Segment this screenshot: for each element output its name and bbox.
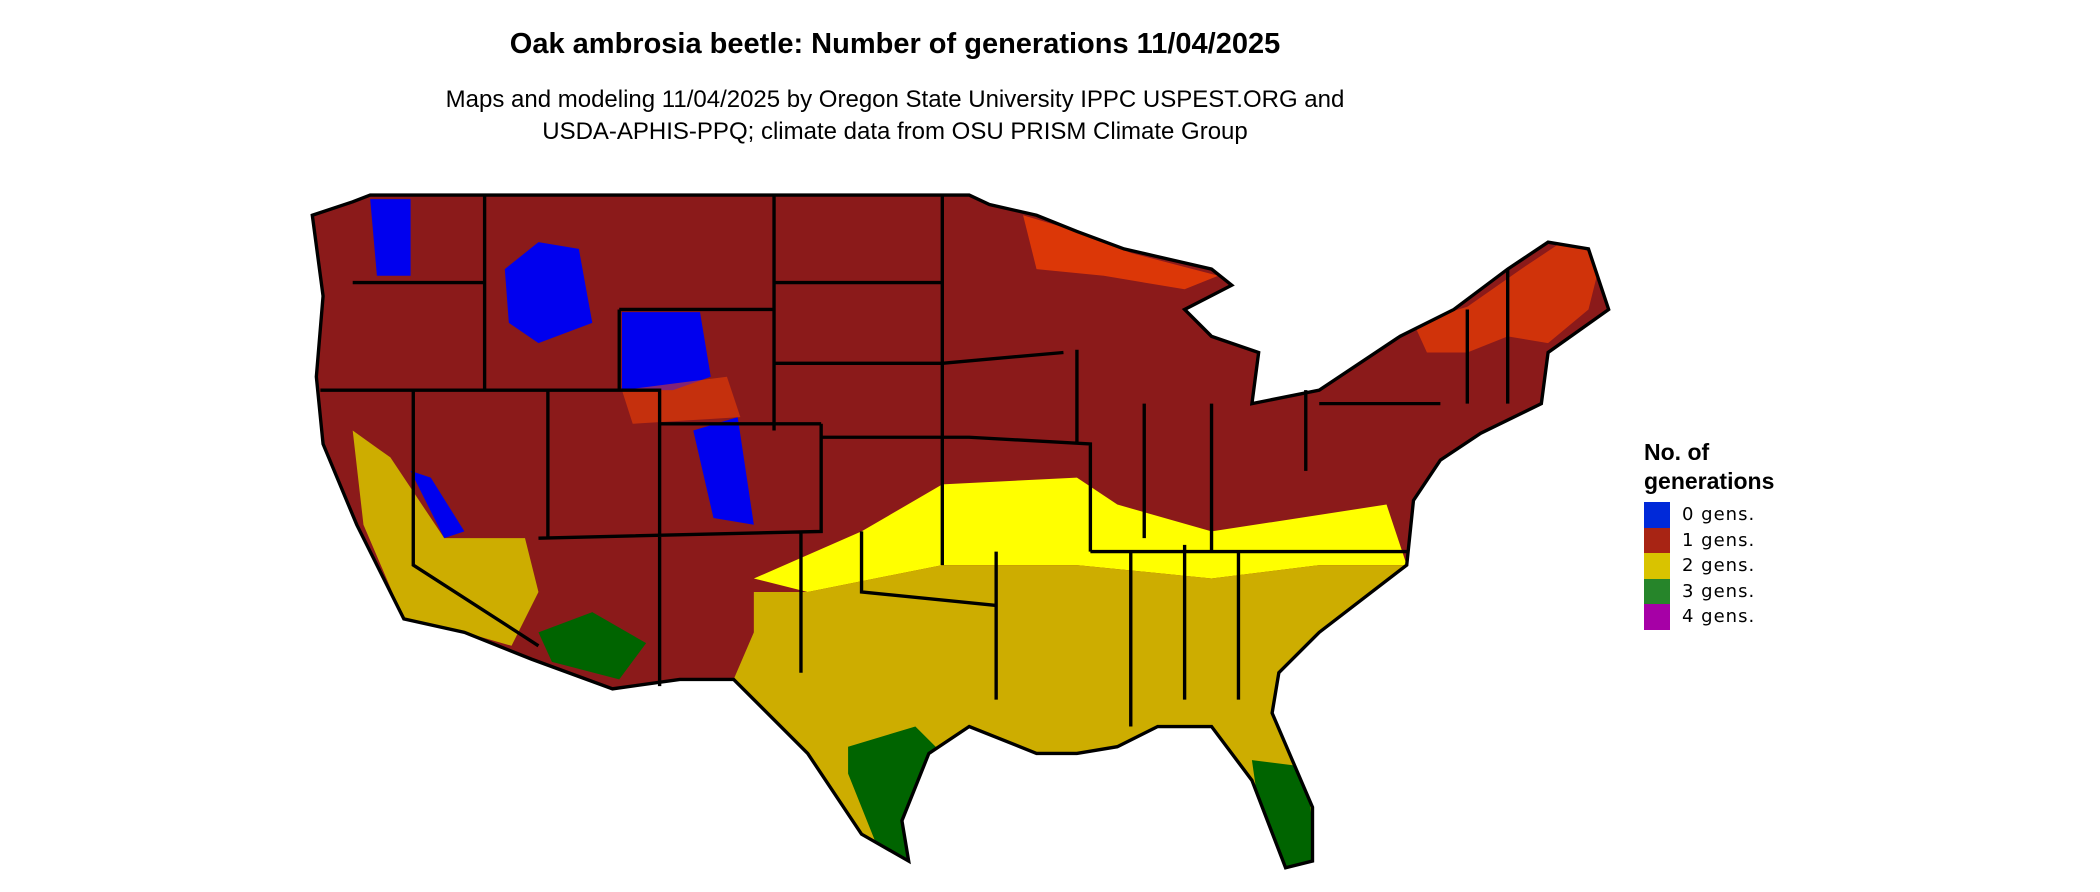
legend-item-0-gens: 0 gens. <box>1644 502 1774 528</box>
zero-gen-region-colorado <box>693 417 754 525</box>
legend-title-line1: No. of <box>1644 439 1710 465</box>
map-subtitle-line2: USDA-APHIS-PPQ; climate data from OSU PR… <box>542 118 1248 145</box>
legend-swatch <box>1644 578 1670 604</box>
legend-label: 2 gens. <box>1682 555 1756 577</box>
map-subtitle-line1: Maps and modeling 11/04/2025 by Oregon S… <box>445 86 1345 113</box>
legend-title-line2: generations <box>1644 468 1775 494</box>
one-gen-light-region-superior <box>1023 215 1219 290</box>
two-gen-light-band <box>753 477 1407 592</box>
legend-swatch <box>1644 553 1670 579</box>
two-gen-region-west <box>352 430 539 646</box>
legend-label: 4 gens. <box>1682 606 1756 628</box>
legend-item-2-gens: 2 gens. <box>1644 553 1774 579</box>
legend-label: 1 gens. <box>1682 529 1756 551</box>
legend-item-3-gens: 3 gens. <box>1644 578 1774 604</box>
three-gen-region-florida <box>1251 760 1317 868</box>
legend-label: 3 gens. <box>1682 580 1756 602</box>
legend-label: 0 gens. <box>1682 504 1756 526</box>
map-title: Oak ambrosia beetle: Number of generatio… <box>509 28 1281 60</box>
legend-item-4-gens: 4 gens. <box>1644 604 1774 630</box>
three-gen-region-texas <box>848 726 943 868</box>
legend-swatch <box>1644 604 1670 630</box>
zero-gen-region-wyoming <box>621 312 711 391</box>
legend-title: No. of generations <box>1644 438 1774 496</box>
legend-swatch <box>1644 502 1670 528</box>
zero-gen-region-sierra <box>410 470 465 539</box>
three-gen-region-arizona <box>538 612 647 680</box>
legend-swatch <box>1644 527 1670 553</box>
zero-gen-region-idaho-montana <box>504 242 593 344</box>
state-borders <box>310 193 1611 870</box>
legend-item-1-gens: 1 gens. <box>1644 527 1774 553</box>
legend: No. of generations 0 gens. 1 gens. 2 gen… <box>1644 438 1774 630</box>
zero-gen-region-washington <box>370 199 411 276</box>
